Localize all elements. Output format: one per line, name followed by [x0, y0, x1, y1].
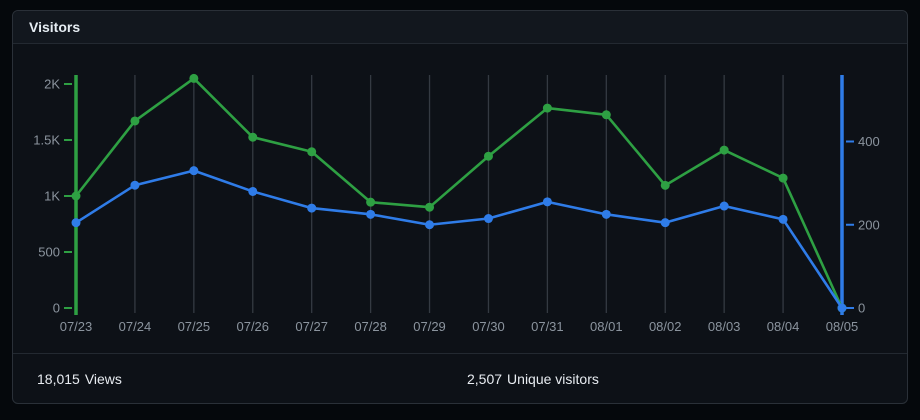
data-point[interactable]	[189, 73, 199, 83]
svg-text:07/24: 07/24	[119, 319, 152, 334]
svg-text:07/26: 07/26	[236, 319, 269, 334]
svg-text:07/29: 07/29	[413, 319, 446, 334]
data-point[interactable]	[719, 145, 729, 155]
svg-text:200: 200	[858, 217, 880, 232]
unique-visitors-total-value: 2,507	[467, 370, 503, 387]
svg-text:08/01: 08/01	[590, 319, 623, 334]
data-point[interactable]	[483, 214, 493, 224]
svg-text:400: 400	[858, 134, 880, 149]
svg-text:07/23: 07/23	[60, 319, 93, 334]
data-point[interactable]	[307, 203, 317, 213]
unique-visitors-series	[71, 166, 847, 313]
svg-text:08/04: 08/04	[767, 319, 800, 334]
data-point[interactable]	[248, 132, 258, 142]
visitors-panel: Visitors 18,015 Views 2,507 Unique visit…	[12, 10, 908, 404]
left-axis: 0 500 1K 1.5K 2K	[33, 75, 78, 316]
data-point[interactable]	[778, 173, 788, 183]
x-axis-labels: 07/23 07/24 07/25 07/26 07/27 07/28 07/29 07/30…	[60, 319, 859, 334]
unique-visitors-total: 2,507 Unique visitors	[443, 354, 907, 403]
views-total-label: Views	[84, 370, 122, 387]
data-point[interactable]	[130, 116, 140, 126]
svg-text:08/02: 08/02	[649, 319, 682, 334]
unique-visitors-total-label: Unique visitors	[507, 370, 599, 387]
svg-text:07/27: 07/27	[295, 319, 328, 334]
svg-text:07/31: 07/31	[531, 319, 564, 334]
svg-text:07/30: 07/30	[472, 319, 505, 334]
data-point[interactable]	[189, 166, 199, 176]
svg-text:500: 500	[38, 245, 60, 260]
data-point[interactable]	[366, 197, 376, 207]
data-point[interactable]	[660, 218, 670, 228]
data-point[interactable]	[542, 103, 552, 113]
svg-text:0: 0	[858, 301, 865, 316]
right-axis: 0 200 400	[840, 75, 880, 316]
svg-text:08/05: 08/05	[826, 319, 859, 334]
svg-text:07/25: 07/25	[178, 319, 211, 334]
data-point[interactable]	[71, 218, 81, 228]
panel-footer: 18,015 Views 2,507 Unique visitors	[13, 353, 907, 403]
data-point[interactable]	[719, 201, 729, 211]
svg-text:2K: 2K	[44, 77, 60, 92]
views-total-value: 18,015	[37, 370, 80, 387]
data-point[interactable]	[425, 202, 435, 212]
svg-text:07/28: 07/28	[354, 319, 387, 334]
views-series	[71, 73, 847, 313]
data-point[interactable]	[483, 151, 493, 161]
data-point[interactable]	[71, 191, 81, 201]
data-point[interactable]	[130, 180, 140, 190]
svg-text:1K: 1K	[44, 189, 60, 204]
panel-header: Visitors	[13, 11, 907, 44]
svg-text:08/03: 08/03	[708, 319, 741, 334]
data-point[interactable]	[778, 214, 788, 224]
data-point[interactable]	[307, 147, 317, 157]
gridlines	[134, 75, 784, 313]
data-point[interactable]	[601, 110, 611, 120]
svg-text:1.5K: 1.5K	[33, 133, 60, 148]
data-point[interactable]	[837, 303, 847, 313]
panel-title: Visitors	[29, 19, 81, 35]
data-point[interactable]	[425, 220, 435, 230]
data-point[interactable]	[366, 209, 376, 219]
data-point[interactable]	[248, 186, 258, 196]
data-point[interactable]	[660, 180, 670, 190]
svg-text:0: 0	[53, 301, 60, 316]
views-total: 18,015 Views	[13, 354, 443, 403]
data-point[interactable]	[542, 197, 552, 207]
data-point[interactable]	[601, 209, 611, 219]
